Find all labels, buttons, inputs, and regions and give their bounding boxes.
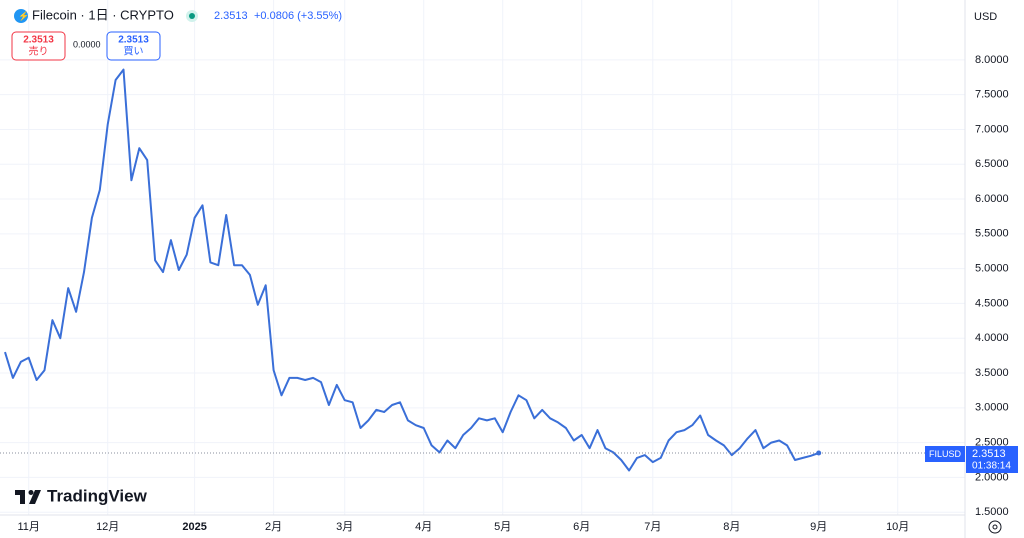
y-tick-label: 6.5000 bbox=[975, 158, 1009, 170]
logo: TradingView bbox=[47, 486, 148, 505]
spread: 0.0000 bbox=[73, 39, 101, 49]
y-tick-label: 2.5000 bbox=[975, 437, 1009, 449]
price-tag bbox=[966, 446, 1018, 473]
y-tick-label: 6.0000 bbox=[975, 193, 1009, 205]
last-price: 2.3513 bbox=[214, 10, 248, 22]
ticker: FILUSD bbox=[929, 449, 962, 459]
sell-price[interactable]: 2.3513 bbox=[23, 35, 54, 46]
x-tick-label: 8月 bbox=[723, 521, 740, 533]
y-tick-label: 7.0000 bbox=[975, 123, 1009, 135]
currency-button[interactable] bbox=[966, 4, 1020, 30]
ticker-tag bbox=[925, 446, 965, 462]
currency[interactable]: USD bbox=[974, 11, 997, 23]
countdown: 01:38:14 bbox=[972, 461, 1011, 472]
x-tick-label: 4月 bbox=[415, 521, 432, 533]
coin-icon bbox=[14, 9, 28, 23]
x-tick-label: 10月 bbox=[886, 521, 909, 533]
y-tick-label: 3.0000 bbox=[975, 402, 1009, 414]
x-tick-label: 12月 bbox=[96, 521, 119, 533]
price-line bbox=[4, 68, 820, 472]
y-tick-label: 4.5000 bbox=[975, 297, 1009, 309]
buy-price[interactable]: 2.3513 bbox=[118, 35, 149, 46]
x-tick-label: 2月 bbox=[265, 521, 282, 533]
settings-icon[interactable] bbox=[992, 524, 998, 530]
y-tick-label: 3.5000 bbox=[975, 367, 1009, 379]
status-dot bbox=[189, 13, 195, 19]
buy-button[interactable] bbox=[106, 31, 161, 61]
settings-icon[interactable] bbox=[988, 520, 1002, 534]
x-tick-label: 7月 bbox=[644, 521, 661, 533]
logo-icon bbox=[28, 490, 34, 495]
y-tick-label: 8.0000 bbox=[975, 54, 1009, 66]
plot bbox=[0, 68, 965, 472]
sell-button[interactable] bbox=[11, 31, 66, 61]
symbol: Filecoin · 1日 · CRYPTO bbox=[32, 7, 174, 22]
x-tick-label: 5月 bbox=[494, 521, 511, 533]
sell-label[interactable]: 売り bbox=[29, 45, 49, 58]
last-point bbox=[816, 450, 822, 456]
price-tag-value: 2.3513 bbox=[972, 448, 1006, 460]
price-change: +0.0806 (+3.55%) bbox=[254, 10, 342, 22]
y-tick-label: 2.0000 bbox=[975, 471, 1009, 483]
x-tick-label: 9月 bbox=[810, 521, 827, 533]
y-tick-label: 5.0000 bbox=[975, 263, 1009, 275]
x-tick-label: 6月 bbox=[573, 521, 590, 533]
x-tick-label: 2025 bbox=[182, 521, 206, 533]
x-tick-label: 11月 bbox=[17, 521, 39, 533]
buy-label[interactable]: 買い bbox=[124, 46, 144, 58]
coin-icon-glyph: ⚡ bbox=[18, 10, 29, 22]
logo-icon bbox=[29, 490, 41, 504]
logo-icon bbox=[20, 490, 25, 504]
y-tick-label: 1.5000 bbox=[975, 506, 1009, 518]
y-tick-label: 4.0000 bbox=[975, 332, 1009, 344]
y-tick-label: 7.5000 bbox=[975, 89, 1009, 101]
y-tick-label: 5.5000 bbox=[975, 228, 1009, 240]
x-tick-label: 3月 bbox=[336, 521, 353, 533]
